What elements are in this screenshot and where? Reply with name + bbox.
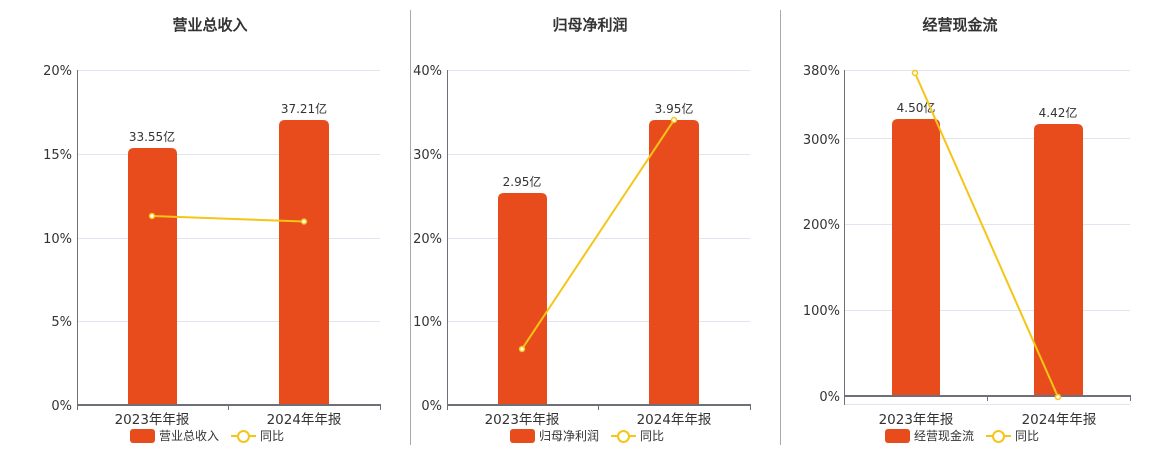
legend-line-swatch: [986, 429, 1011, 443]
svg-text:200%: 200%: [803, 218, 840, 233]
legend-item-line[interactable]: 同比: [611, 427, 664, 444]
x-axis-ticks: [447, 405, 751, 410]
svg-text:2023年年报: 2023年年报: [115, 412, 190, 428]
y-axis-labels: 40% 30% 20% 10% 0%: [413, 64, 442, 414]
x-axis-labels: 2023年年报 2024年年报: [879, 412, 1097, 428]
svg-text:5%: 5%: [51, 315, 72, 330]
svg-text:15%: 15%: [43, 148, 72, 163]
legend-label: 归母净利润: [538, 429, 599, 443]
svg-text:300%: 300%: [803, 133, 840, 148]
bar-series: [892, 119, 1083, 396]
chart-panel-operating-cashflow: 经营现金流 380% 300% 200% 100% 0% 4.50亿 4.42亿: [770, 0, 1160, 450]
svg-text:2023年年报: 2023年年报: [485, 412, 560, 428]
bar-value-labels: 33.55亿 37.21亿: [129, 101, 327, 144]
chart-plot: 40% 30% 20% 10% 0% 2.95亿 3.95亿 2023年年报 2…: [413, 64, 751, 428]
x-axis-ticks: [77, 405, 381, 410]
legend-bar-swatch: [129, 428, 155, 443]
yoy-line-series: [518, 116, 678, 353]
legend-item-bar[interactable]: 营业总收入: [129, 427, 219, 444]
legend: 营业总收入 同比: [0, 427, 420, 444]
legend-line-swatch: [231, 429, 256, 443]
bar-value-labels: 2.95亿 3.95亿: [503, 101, 694, 189]
svg-text:10%: 10%: [43, 232, 72, 247]
bar-2023[interactable]: [498, 193, 547, 405]
chart-plot: 380% 300% 200% 100% 0% 4.50亿 4.42亿 2023年…: [803, 64, 1131, 428]
chart-title: 归母净利润: [552, 16, 628, 34]
legend-bar-swatch: [509, 428, 535, 443]
yoy-point-2024[interactable]: [670, 116, 678, 124]
x-axis-labels: 2023年年报 2024年年报: [115, 412, 342, 428]
yoy-point-2024[interactable]: [300, 218, 308, 225]
chart-plot: 20% 15% 10% 5% 0% 33.55亿 37.21亿 2023年年报 …: [43, 64, 381, 428]
y-axis-labels: 20% 15% 10% 5% 0%: [43, 64, 72, 414]
chart-panel-net-profit: 归母净利润 40% 30% 20% 10% 0% 2.95亿 3.95亿: [390, 0, 790, 450]
svg-text:20%: 20%: [43, 64, 72, 79]
bar-2023[interactable]: [892, 119, 940, 396]
legend-label: 营业总收入: [158, 429, 219, 443]
yoy-point-2023[interactable]: [911, 69, 919, 77]
x-axis-ticks: [844, 396, 1131, 401]
bar-value-labels: 4.50亿 4.42亿: [897, 100, 1078, 120]
legend: 经营现金流 同比: [770, 427, 1160, 444]
grid-lines: [77, 70, 380, 322]
svg-text:2024年年报: 2024年年报: [1022, 412, 1097, 428]
legend-label: 经营现金流: [913, 429, 974, 443]
legend-item-line[interactable]: 同比: [231, 427, 284, 444]
svg-text:4.42亿: 4.42亿: [1039, 105, 1078, 120]
yoy-point-2023[interactable]: [148, 212, 156, 220]
svg-text:37.21亿: 37.21亿: [281, 101, 327, 116]
chart-panel-revenue: 营业总收入 20% 15% 10% 5% 0% 33.55亿 37.21亿: [0, 0, 400, 450]
legend: 归母净利润 同比: [390, 427, 790, 444]
yoy-point-2023[interactable]: [518, 345, 526, 353]
svg-text:3.95亿: 3.95亿: [655, 101, 694, 116]
legend-label: 同比: [640, 429, 665, 443]
legend-label: 同比: [1015, 429, 1040, 443]
legend-line-swatch: [611, 429, 636, 443]
legend-item-line[interactable]: 同比: [986, 427, 1039, 444]
yoy-line-series: [911, 69, 1062, 401]
svg-text:2023年年报: 2023年年报: [879, 412, 954, 428]
bar-2024[interactable]: [279, 120, 329, 405]
legend-bar-swatch: [884, 428, 910, 443]
svg-text:0%: 0%: [421, 399, 442, 414]
grid-lines: [447, 70, 750, 322]
bar-series: [498, 120, 699, 405]
yoy-point-2024[interactable]: [1054, 393, 1062, 401]
svg-text:2024年年报: 2024年年报: [267, 412, 342, 428]
bar-series: [128, 120, 329, 405]
svg-text:4.50亿: 4.50亿: [897, 100, 936, 115]
svg-text:0%: 0%: [819, 390, 840, 405]
svg-text:40%: 40%: [413, 64, 442, 79]
legend-label: 同比: [260, 429, 285, 443]
bar-2023[interactable]: [128, 148, 177, 405]
panel-divider: [410, 10, 411, 445]
svg-text:10%: 10%: [413, 315, 442, 330]
svg-text:2.95亿: 2.95亿: [503, 174, 542, 189]
panel-divider: [780, 10, 781, 445]
chart-title: 经营现金流: [922, 16, 998, 34]
svg-text:100%: 100%: [803, 304, 840, 319]
svg-text:33.55亿: 33.55亿: [129, 129, 175, 144]
svg-text:2024年年报: 2024年年报: [637, 412, 712, 428]
y-axis-labels: 380% 300% 200% 100% 0%: [803, 64, 840, 405]
svg-text:380%: 380%: [803, 64, 840, 79]
yoy-line-series: [148, 212, 308, 225]
svg-text:0%: 0%: [51, 399, 72, 414]
chart-title: 营业总收入: [172, 16, 248, 34]
bar-2024[interactable]: [649, 120, 699, 405]
x-axis-labels: 2023年年报 2024年年报: [485, 412, 712, 428]
svg-text:20%: 20%: [413, 232, 442, 247]
svg-text:30%: 30%: [413, 148, 442, 163]
bar-2024[interactable]: [1034, 124, 1083, 396]
legend-item-bar[interactable]: 经营现金流: [884, 427, 974, 444]
legend-item-bar[interactable]: 归母净利润: [509, 427, 599, 444]
